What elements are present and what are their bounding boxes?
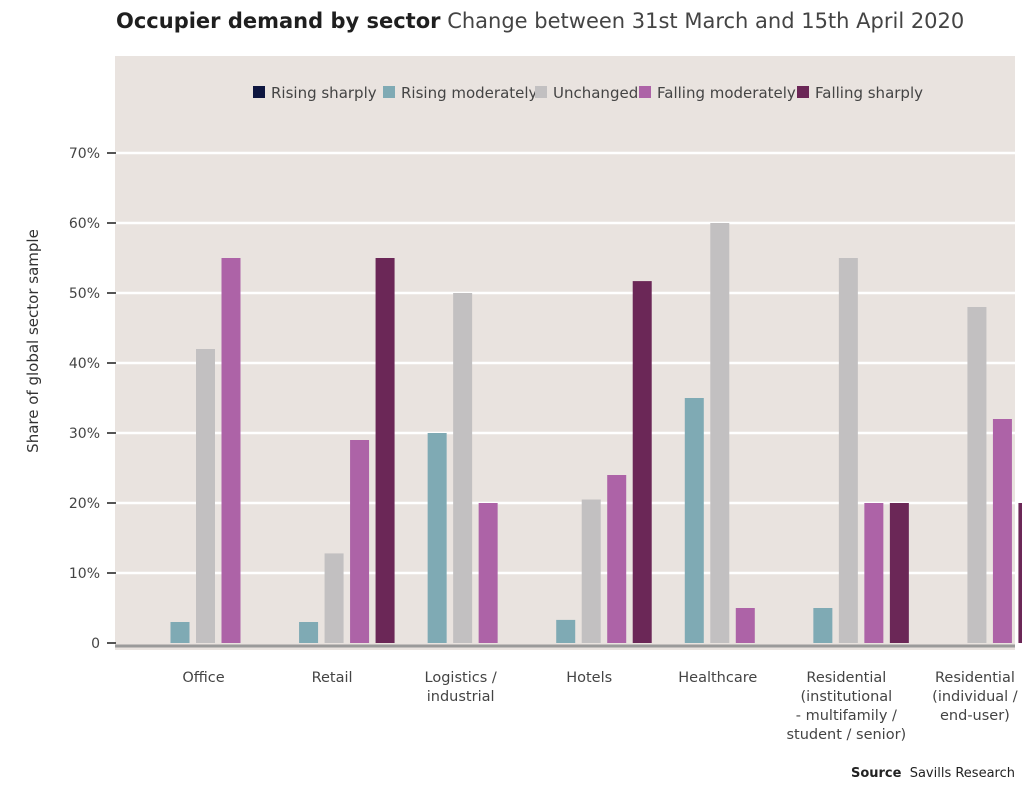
bar (813, 608, 833, 643)
legend-label: Falling moderately (657, 84, 796, 102)
y-tick-label: 40% (69, 356, 100, 372)
y-axis-label: Share of global sector sample (24, 229, 42, 453)
x-tick-label: (institutional (800, 689, 892, 705)
x-tick-label: (individual / (932, 689, 1018, 705)
legend-label: Unchanged (553, 84, 638, 102)
bar (581, 499, 601, 643)
y-tick-label: 60% (69, 216, 100, 232)
x-axis: Office Retail Logistics / industrial Hotels H… (115, 644, 1018, 743)
chart-title-line: Occupier demand by sector Change between… (116, 9, 964, 33)
x-tick-label: Hotels (566, 670, 612, 686)
bar (967, 307, 987, 643)
source-label: Source (850, 766, 902, 781)
legend-swatch (535, 86, 547, 98)
y-tick-label: 0 (91, 636, 100, 652)
bar (324, 553, 344, 643)
x-tick-label: Healthcare (678, 670, 757, 686)
legend-swatch (797, 86, 809, 98)
x-tick-label: - multifamily / (796, 708, 897, 724)
legend-label: Rising sharply (271, 84, 377, 102)
x-tick-label: student / senior) (786, 727, 906, 743)
y-tick-label: 10% (69, 566, 100, 582)
bar (170, 622, 190, 643)
y-tick-label: 20% (69, 496, 100, 512)
legend-swatch (383, 86, 395, 98)
x-tick-label: Residential (806, 670, 886, 686)
bar (992, 419, 1012, 643)
chart-title: Occupier demand by sector (116, 9, 441, 33)
legend: Rising sharply Rising moderately Unchanged… (253, 84, 923, 102)
legend-swatch (639, 86, 651, 98)
bar (632, 281, 652, 643)
bar (299, 622, 319, 643)
x-tick-label: Office (182, 670, 224, 686)
chart-subtitle: Change between 31st March and 15th April… (447, 9, 965, 33)
source-note: Source Savills Research (851, 766, 1015, 781)
bar (710, 223, 730, 643)
bar (735, 608, 755, 643)
bar (889, 503, 909, 643)
bar (453, 293, 473, 643)
legend-label: Falling sharply (815, 84, 923, 102)
bar (556, 619, 576, 643)
bar (607, 475, 627, 643)
y-tick-label: 30% (69, 426, 100, 442)
x-tick-label: Retail (312, 670, 353, 686)
source-text: Savills Research (909, 766, 1015, 781)
legend-swatch (253, 86, 265, 98)
y-axis: 0 10% 20% 30% 40% 50% 60% 70% (69, 146, 116, 652)
bar (427, 433, 447, 643)
bar (838, 258, 858, 643)
bar (864, 503, 884, 643)
bar (221, 258, 241, 643)
x-tick-label: end-user) (940, 708, 1010, 724)
bar (478, 503, 498, 643)
bar (1018, 503, 1022, 643)
x-tick-label: Logistics / (425, 670, 497, 686)
x-tick-label: Residential (935, 670, 1015, 686)
legend-label: Rising moderately (401, 84, 538, 102)
bar (684, 398, 704, 643)
bar (196, 349, 215, 643)
x-tick-label: industrial (427, 689, 495, 705)
y-tick-label: 70% (69, 146, 100, 162)
bar (375, 258, 395, 643)
y-tick-label: 50% (69, 286, 100, 302)
bar (350, 440, 370, 643)
bars (170, 223, 1022, 643)
